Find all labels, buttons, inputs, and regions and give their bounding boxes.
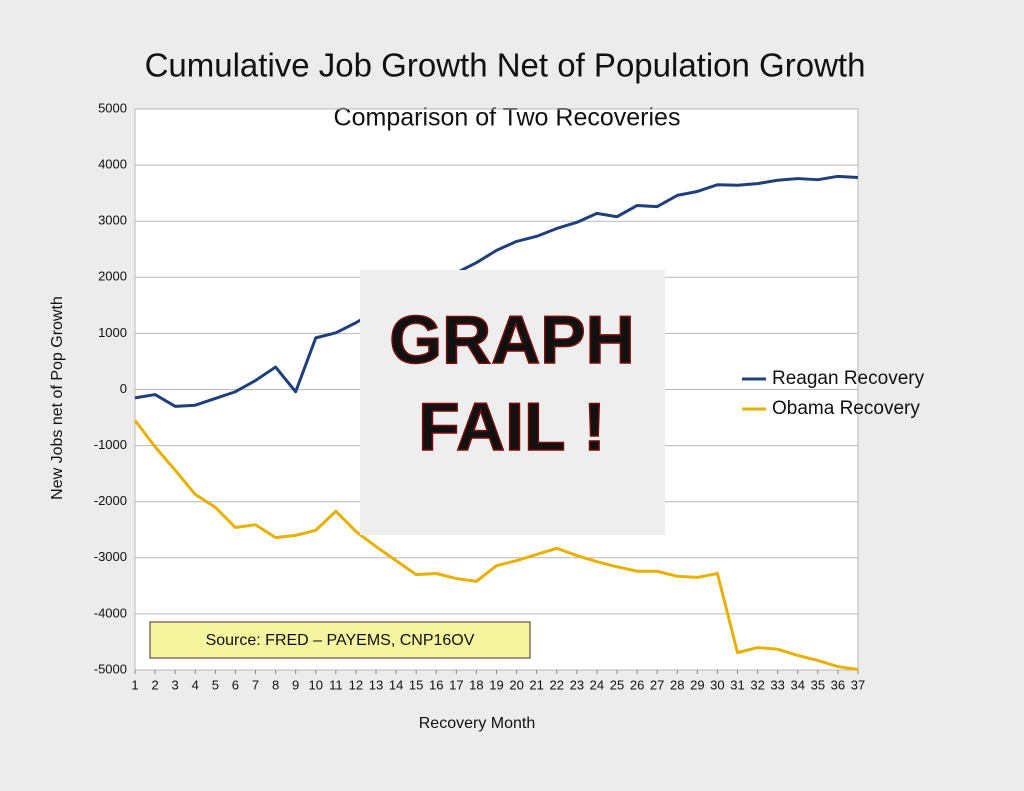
y-tick-label: -2000 bbox=[94, 493, 127, 508]
y-axis-label: New Jobs net of Pop Growth bbox=[49, 296, 66, 500]
x-tick-label: 33 bbox=[770, 677, 784, 692]
x-tick-label: 36 bbox=[831, 677, 845, 692]
x-tick-label: 19 bbox=[489, 677, 503, 692]
x-tick-label: 30 bbox=[710, 677, 724, 692]
x-tick-label: 34 bbox=[791, 677, 805, 692]
y-tick-label: -4000 bbox=[94, 605, 127, 620]
x-tick-label: 24 bbox=[590, 677, 604, 692]
x-tick-label: 7 bbox=[252, 677, 259, 692]
x-tick-label: 13 bbox=[369, 677, 383, 692]
x-tick-label: 2 bbox=[151, 677, 158, 692]
x-tick-label: 5 bbox=[212, 677, 219, 692]
x-tick-label: 12 bbox=[349, 677, 363, 692]
x-tick-label: 3 bbox=[172, 677, 179, 692]
series-line bbox=[134, 174, 859, 408]
x-axis-label: Recovery Month bbox=[419, 715, 536, 732]
y-tick-label: -3000 bbox=[94, 549, 127, 564]
x-tick-label: 35 bbox=[811, 677, 825, 692]
y-tick-label: 1000 bbox=[98, 325, 127, 340]
x-tick-label: 21 bbox=[529, 677, 543, 692]
legend-label: Obama Recovery bbox=[772, 398, 920, 419]
x-tick-label: 20 bbox=[509, 677, 523, 692]
y-tick-label: 0 bbox=[120, 381, 127, 396]
x-tick-label: 29 bbox=[690, 677, 704, 692]
overlay-text: GRAPH bbox=[389, 302, 635, 378]
annotation: Source: FRED – PAYEMS, CNP16OV bbox=[206, 632, 475, 649]
series-line bbox=[133, 419, 859, 671]
y-tick-label: 5000 bbox=[98, 100, 127, 115]
x-tick-label: 27 bbox=[650, 677, 664, 692]
y-tick-label: 3000 bbox=[98, 213, 127, 228]
x-tick-label: 11 bbox=[329, 677, 343, 692]
overlay-text: FAIL ! bbox=[418, 389, 606, 465]
overlay-box bbox=[360, 270, 665, 535]
chart-title: Cumulative Job Growth Net of Population … bbox=[145, 47, 866, 84]
x-tick-label: 25 bbox=[610, 677, 624, 692]
x-tick-label: 37 bbox=[851, 677, 865, 692]
y-tick-label: 2000 bbox=[98, 269, 127, 284]
y-tick-label: -5000 bbox=[94, 661, 127, 676]
x-tick-label: 28 bbox=[670, 677, 684, 692]
x-tick-label: 10 bbox=[309, 677, 323, 692]
x-tick-label: 4 bbox=[192, 677, 199, 692]
x-tick-label: 15 bbox=[409, 677, 423, 692]
x-tick-label: 9 bbox=[292, 677, 299, 692]
x-tick-label: 14 bbox=[389, 677, 403, 692]
x-tick-label: 6 bbox=[232, 677, 239, 692]
x-tick-label: 1 bbox=[131, 677, 138, 692]
x-tick-label: 22 bbox=[550, 677, 564, 692]
x-tick-label: 18 bbox=[469, 677, 483, 692]
x-tick-label: 26 bbox=[630, 677, 644, 692]
x-tick-label: 32 bbox=[750, 677, 764, 692]
x-tick-label: 16 bbox=[429, 677, 443, 692]
y-tick-label: 4000 bbox=[98, 157, 127, 172]
x-tick-label: 17 bbox=[449, 677, 463, 692]
x-tick-label: 31 bbox=[730, 677, 744, 692]
chart-subtitle: Comparison of Two Recoveries bbox=[334, 104, 681, 132]
marks: 5000 4000 3000 2000 1000 0 -1000 -2000 -3000 -400… bbox=[94, 100, 865, 692]
annotation-box bbox=[149, 621, 531, 659]
y-tick-label: -1000 bbox=[94, 437, 127, 452]
legend-label: Reagan Recovery bbox=[772, 368, 925, 389]
x-tick-label: 8 bbox=[272, 677, 279, 692]
x-tick-label: 23 bbox=[570, 677, 584, 692]
